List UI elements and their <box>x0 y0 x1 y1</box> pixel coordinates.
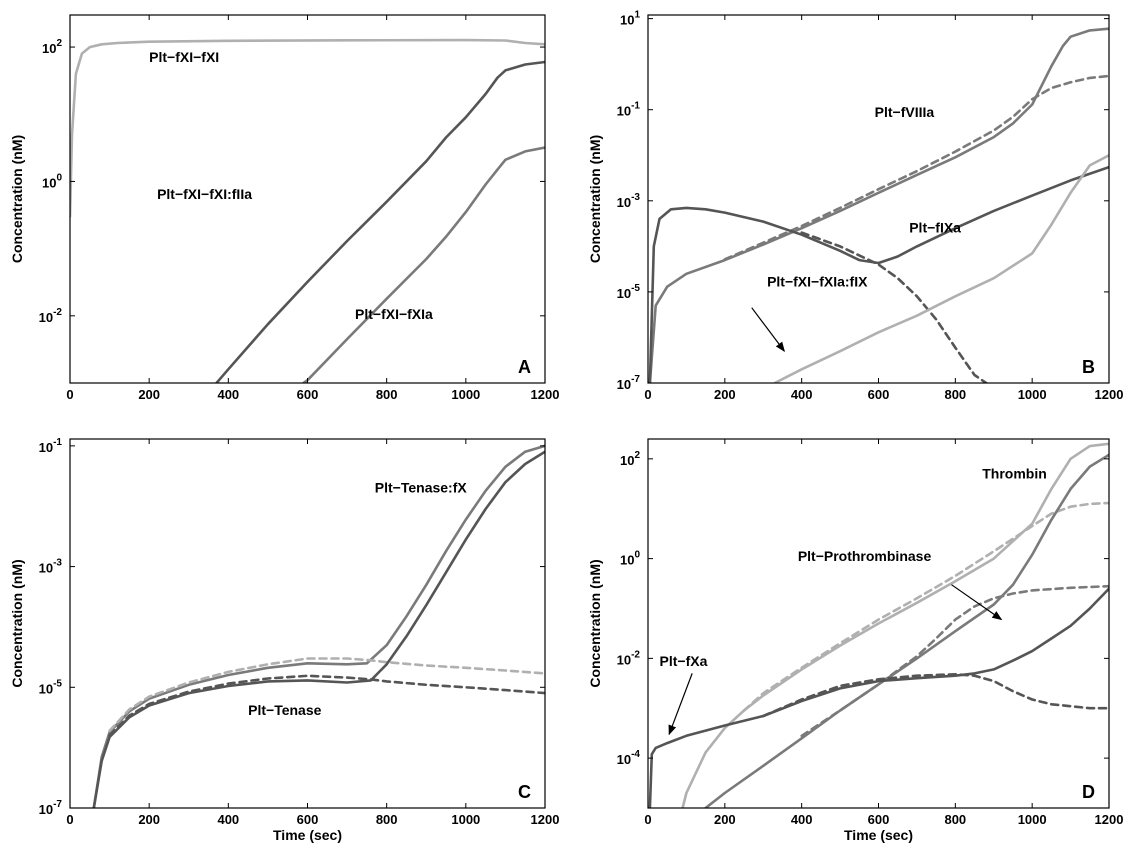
series-line-plt-fxi-fxi-fiia <box>215 60 545 383</box>
y-tick-label: 10-4 <box>617 749 641 767</box>
series-line-dashed-3 <box>108 674 545 737</box>
annotation-plt-fxi-fxi-fiia: Plt−fXI−fXI:fIIa <box>157 186 252 202</box>
x-tick-label: 800 <box>944 812 966 827</box>
x-tick-label: 600 <box>297 812 319 827</box>
y-tick-label: 10-2 <box>39 307 63 325</box>
series-line-plt-tenase <box>92 450 545 808</box>
y-tick-label: 10-3 <box>39 558 63 576</box>
annotation-plt-fxa: Plt−fXa <box>660 653 708 669</box>
x-tick-label: 400 <box>217 387 239 402</box>
y-tick-label: 102 <box>42 38 62 56</box>
annotation-arrow <box>751 307 785 352</box>
panel-label: A <box>518 357 531 377</box>
plot-frame <box>69 438 546 809</box>
series-line-dashed-5 <box>762 673 1109 718</box>
x-tick-label: 600 <box>297 387 319 402</box>
panel-label: C <box>518 782 531 802</box>
x-tick-label: 1200 <box>1095 387 1124 402</box>
x-tick-label: 200 <box>138 812 160 827</box>
y-axis-label: Concentration (nM) <box>9 135 25 263</box>
plot-frame <box>647 14 1110 384</box>
series-line-plt-fxa <box>648 587 1109 808</box>
x-tick-label: 200 <box>138 387 160 402</box>
chart-panel-d: 0 200 400 600 800 1000 1200 10-4 10-2 100 102 Conce… <box>587 438 1124 843</box>
y-tick-label: 10-5 <box>617 283 641 301</box>
annotation-plt-fixa: Plt−fIXa <box>909 220 961 236</box>
series-line-plt-prothrombinase <box>800 584 1109 738</box>
x-tick-label: 1000 <box>451 812 480 827</box>
chart-panel-a: 0 200 400 600 800 1000 1200 10-2 100 102 Concentra… <box>9 14 560 402</box>
panel-label: D <box>1082 782 1095 802</box>
series-group <box>92 444 545 808</box>
y-tick-label: 100 <box>620 550 640 568</box>
annotation-arrow <box>668 673 693 736</box>
series-line-plt-fviiia <box>648 27 1109 383</box>
x-tick-label: 0 <box>644 387 651 402</box>
x-tick-label: 600 <box>868 387 890 402</box>
series-line-plt-fxi-fxia <box>302 146 545 383</box>
x-tick-label: 1200 <box>531 387 560 402</box>
annotation-plt-prothrombinase: Plt−Prothrombinase <box>798 548 932 564</box>
x-axis-label: Time (sec) <box>273 827 342 843</box>
series-line-plt-fxi-fxia-fix <box>773 154 1109 383</box>
series-line-dashed-1 <box>742 501 1109 712</box>
chart-panel-c: 0 200 400 600 800 1000 1200 10-7 10-5 10-3 10-1 Con… <box>9 437 560 843</box>
annotation-plt-fxi-fxia-fix: Plt−fXI−fXIa:fIX <box>767 274 868 290</box>
x-tick-label: 0 <box>66 387 73 402</box>
series-line-dashed-3 <box>800 231 988 383</box>
x-tick-label: 800 <box>376 387 398 402</box>
x-tick-label: 0 <box>66 812 73 827</box>
series-line-plt-fxi-fxi <box>70 38 545 218</box>
panel-label: B <box>1082 357 1095 377</box>
series-line-solid-2 <box>704 453 1109 808</box>
x-axis-label: Time (sec) <box>844 827 913 843</box>
x-tick-label: 400 <box>791 387 813 402</box>
x-tick-label: 800 <box>944 387 966 402</box>
x-tick-label: 200 <box>714 387 736 402</box>
x-tick-label: 1200 <box>531 812 560 827</box>
y-tick-label: 102 <box>620 450 640 468</box>
series-line-dashed-1 <box>723 74 1109 261</box>
y-tick-label: 10-2 <box>617 649 641 667</box>
series-group <box>648 442 1109 808</box>
series-line-plt-tenase-fx <box>92 444 545 808</box>
x-tick-label: 800 <box>376 812 398 827</box>
y-tick-label: 10-5 <box>39 678 63 696</box>
x-tick-label: 400 <box>791 812 813 827</box>
x-tick-label: 400 <box>217 812 239 827</box>
x-tick-label: 0 <box>644 812 651 827</box>
annotation-plt-fxi-fxia: Plt−fXI−fXIa <box>355 306 433 322</box>
y-tick-label: 10-7 <box>617 374 641 392</box>
y-tick-label: 100 <box>42 172 62 190</box>
y-axis-label: Concentration (nM) <box>587 559 603 687</box>
annotation-plt-tenase-fx: Plt−Tenase:fX <box>375 479 468 495</box>
chart-panel-b: 0 200 400 600 800 1000 1200 10-7 10-5 10-3 10-1 101… <box>587 10 1124 402</box>
x-tick-label: 1200 <box>1095 812 1124 827</box>
x-tick-label: 1000 <box>451 387 480 402</box>
y-tick-label: 10-7 <box>39 799 63 817</box>
annotation-plt-tenase: Plt−Tenase <box>248 702 321 718</box>
x-tick-label: 1000 <box>1018 812 1047 827</box>
series-group <box>648 27 1109 383</box>
series-line-thrombin <box>681 442 1109 808</box>
x-tick-label: 600 <box>868 812 890 827</box>
annotation-plt-fxi-fxi: Plt−fXI−fXI <box>149 49 219 65</box>
x-tick-label: 200 <box>714 812 736 827</box>
annotation-plt-fviiia: Plt−fVIIIa <box>875 104 935 120</box>
series-group <box>70 38 545 383</box>
y-tick-label: 10-1 <box>39 437 63 455</box>
series-line-dashed-1 <box>108 657 545 733</box>
y-tick-label: 10-3 <box>617 192 641 210</box>
y-axis-label: Concentration (nM) <box>9 559 25 687</box>
y-axis-label: Concentration (nM) <box>587 135 603 263</box>
annotation-thrombin: Thrombin <box>982 466 1047 482</box>
annotation-arrow <box>951 584 1003 621</box>
y-tick-label: 10-1 <box>617 101 641 119</box>
series-line-plt-fixa <box>648 165 1109 383</box>
x-tick-label: 1000 <box>1018 387 1047 402</box>
y-tick-label: 101 <box>620 10 640 28</box>
